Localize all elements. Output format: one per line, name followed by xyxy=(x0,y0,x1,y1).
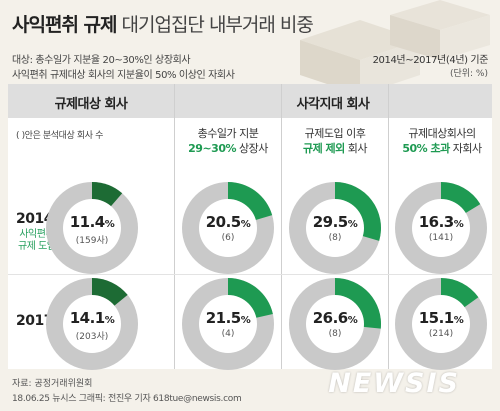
donut-2014년-1: 11.4% (159사) xyxy=(46,182,138,274)
row-divider xyxy=(8,274,492,275)
unit-label: (단위: %) xyxy=(449,69,488,79)
regulation-start-label: 사익편취 규제 도입 xyxy=(18,229,56,252)
donut-2017년-1: 14.1% (203사) xyxy=(46,278,138,370)
donut-hole xyxy=(199,295,257,353)
column-header-listed: 총수일가 지분 29~30% 상장사 xyxy=(188,127,268,155)
target-note-1: 대상: 총수일가 지분율 20~30%인 상장회사 xyxy=(12,55,191,66)
donut-count-label: (8) xyxy=(328,329,342,339)
column-separator xyxy=(388,84,389,369)
donut-hole xyxy=(63,199,121,257)
donut-hole xyxy=(199,199,257,257)
title-main: 사익편취 규제 xyxy=(12,14,117,36)
column-header-subsidiary: 규제대상회사의 50% 초과 자회사 xyxy=(402,127,482,155)
donut-value-label: 20.5% xyxy=(205,213,251,231)
target-note-2: 사익편취 규제대상 회사의 지분율이 50% 이상인 자회사 xyxy=(12,70,235,81)
donut-hole xyxy=(306,199,364,257)
donut-value-label: 29.5% xyxy=(312,213,358,231)
header-band xyxy=(8,84,492,118)
donut-hole xyxy=(306,295,364,353)
donut-count-label: (6) xyxy=(221,233,235,243)
donut-value-label: 11.4% xyxy=(69,213,115,231)
donut-count-label: (214) xyxy=(428,329,454,339)
donut-value-label: 26.6% xyxy=(312,309,358,327)
donut-count-label: (159사) xyxy=(75,236,109,246)
donut-count-label: (8) xyxy=(328,233,342,243)
donut-count-label: (4) xyxy=(221,329,235,339)
header-blindspot: 사각지대 회사 xyxy=(296,97,370,112)
title-sub: 대기업집단 내부거래 비중 xyxy=(121,14,314,36)
chart-panel: 규제대상 회사 사각지대 회사 ( )안은 분석대상 회사 수 총수일가 지분 2… xyxy=(8,84,492,370)
donut-count-label: (203사) xyxy=(75,332,109,342)
donut-value-label: 16.3% xyxy=(418,213,464,231)
column-header-excluded: 규제도입 이후 규제 제외 회사 xyxy=(302,127,368,155)
page-title: 사익편취 규제 대기업집단 내부거래 비중 xyxy=(12,10,314,37)
donut-value-label: 21.5% xyxy=(205,309,251,327)
donut-2014년-2: 20.5% (6) xyxy=(182,182,274,274)
donut-hole xyxy=(412,199,470,257)
donut-value-label: 15.1% xyxy=(418,309,464,327)
donut-count-label: (141) xyxy=(428,233,454,243)
source-label: 자료: 공정거래위원회 xyxy=(12,379,93,389)
donut-2014년-3: 29.5% (8) xyxy=(289,182,381,274)
column-separator xyxy=(281,84,282,369)
donut-2014년-4: 16.3% (141) xyxy=(395,182,487,274)
header-regulated: 규제대상 회사 xyxy=(54,97,128,112)
donut-2017년-3: 26.6% (8) xyxy=(289,278,381,370)
credit-label: 18.06.25 뉴시스 그래픽: 전진우 기자 618tue@newsis.c… xyxy=(12,394,242,404)
newsis-logo: NEWSIS xyxy=(328,368,460,399)
donut-hole xyxy=(412,295,470,353)
background-boxes-illustration xyxy=(300,0,490,95)
column-separator xyxy=(174,84,175,369)
donut-hole xyxy=(63,295,121,353)
period-label: 2014년~2017년(4년) 기준 xyxy=(372,55,489,66)
donut-value-label: 14.1% xyxy=(69,309,115,327)
donut-2017년-2: 21.5% (4) xyxy=(182,278,274,370)
donut-2017년-4: 15.1% (214) xyxy=(395,278,487,370)
count-note: ( )안은 분석대상 회사 수 xyxy=(16,131,103,141)
